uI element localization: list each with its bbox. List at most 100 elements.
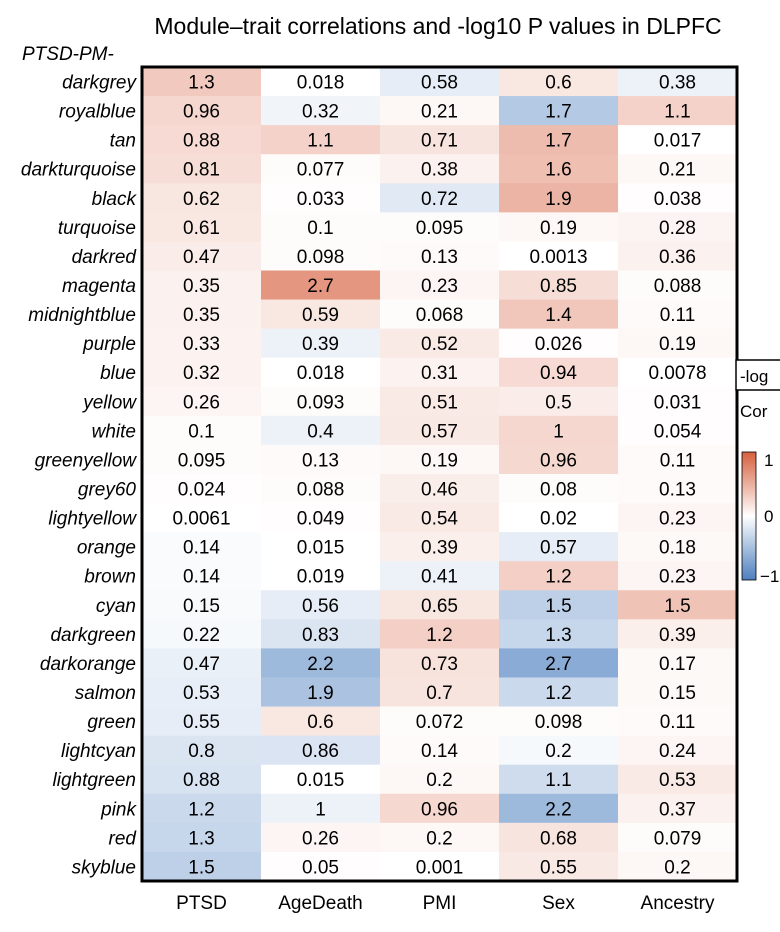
heatmap-cell-darkgrey-Sex (499, 67, 619, 97)
cell-value-darkturquoise-AgeDeath: 0.077 (297, 160, 345, 181)
heatmap-cell-blue-AgeDeath (261, 357, 381, 388)
heatmap-cell-darkgreen-Sex (499, 619, 619, 649)
cell-value-grey60-PMI: 0.46 (421, 480, 458, 501)
heatmap-cell-magenta-AgeDeath (261, 270, 381, 301)
cell-value-lightyellow-AgeDeath: 0.049 (297, 509, 345, 530)
cell-value-lightyellow-Sex: 0.02 (540, 509, 577, 530)
heatmap-cell-orange-AgeDeath (261, 532, 381, 562)
cell-value-darkturquoise-Sex: 1.6 (545, 160, 571, 181)
heatmap-cell-orange-Ancestry (618, 532, 738, 562)
cell-value-grey60-AgeDeath: 0.088 (297, 480, 345, 501)
heatmap-cell-greenyellow-Ancestry (618, 444, 738, 475)
heatmap-cell-magenta-PMI (380, 270, 500, 301)
row-label-brown: brown (84, 567, 136, 588)
cell-value-cyan-PMI: 0.65 (421, 596, 458, 617)
cell-value-green-Sex: 0.098 (535, 712, 583, 733)
heatmap-cell-brown-Ancestry (618, 561, 738, 591)
cell-value-red-AgeDeath: 0.26 (302, 828, 339, 849)
cell-value-skyblue-PTSD: 1.5 (188, 857, 214, 878)
heatmap-cell-red-Ancestry (618, 822, 738, 853)
row-label-lightcyan: lightcyan (61, 741, 136, 762)
heatmap-cell-lightgreen-Sex (499, 764, 619, 795)
column-label-Ancestry: Ancestry (641, 893, 715, 914)
heatmap-cell-lightyellow-PMI (380, 503, 500, 533)
cell-value-purple-Sex: 0.026 (535, 334, 583, 355)
heatmap-cell-red-PTSD (142, 822, 262, 853)
cell-value-lightyellow-Ancestry: 0.23 (659, 509, 696, 530)
row-label-greenyellow: greenyellow (35, 450, 138, 471)
heatmap-cell-grey60-Sex (499, 473, 619, 504)
cell-value-cyan-Ancestry: 1.5 (664, 596, 690, 617)
cell-value-lightcyan-PMI: 0.14 (421, 741, 458, 762)
cell-value-green-AgeDeath: 0.6 (307, 712, 333, 733)
row-label-purple: purple (82, 334, 136, 355)
cell-value-pink-Sex: 2.2 (545, 799, 571, 820)
row-label-yellow: yellow (81, 392, 137, 413)
heatmap-cell-greenyellow-PMI (380, 444, 500, 475)
heatmap-cell-salmon-Ancestry (618, 677, 738, 708)
cell-value-lightgreen-PTSD: 0.88 (183, 770, 220, 791)
cell-value-darkgreen-Sex: 1.3 (545, 625, 571, 646)
heatmap-cell-turquoise-AgeDeath (261, 212, 381, 242)
heatmap-cell-grey60-AgeDeath (261, 473, 381, 504)
heatmap-cell-cyan-AgeDeath (261, 590, 381, 620)
cell-value-royalblue-PTSD: 0.96 (183, 102, 220, 123)
chart-title: Module–trait correlations and -log10 P v… (154, 13, 721, 39)
legend-title: -log (740, 367, 768, 386)
heatmap-cell-black-Sex (499, 183, 619, 213)
cell-value-black-PMI: 0.72 (421, 189, 458, 210)
heatmap-cell-tan-PTSD (142, 125, 262, 155)
heatmap-cell-green-Ancestry (618, 706, 738, 737)
heatmap-cell-royalblue-AgeDeath (261, 96, 381, 126)
row-label-blue: blue (100, 363, 136, 384)
row-label-turquoise: turquoise (58, 218, 136, 239)
row-label-skyblue: skyblue (72, 857, 136, 878)
cell-value-greenyellow-PMI: 0.19 (421, 450, 458, 471)
heatmap-cell-darkgreen-PMI (380, 619, 500, 649)
heatmap-cell-skyblue-PMI (380, 851, 500, 882)
row-label-grey60: grey60 (78, 480, 137, 501)
heatmap-cell-cyan-PTSD (142, 590, 262, 620)
heatmap-cell-magenta-Sex (499, 270, 619, 301)
heatmap-cell-salmon-PMI (380, 677, 500, 708)
cell-value-salmon-PTSD: 0.53 (183, 683, 220, 704)
heatmap-cell-turquoise-Sex (499, 212, 619, 242)
legend-tick-high: 1 (764, 451, 773, 470)
heatmap-cell-black-Ancestry (618, 183, 738, 213)
cell-value-midnightblue-PTSD: 0.35 (183, 305, 220, 326)
row-label-cyan: cyan (96, 596, 136, 617)
heatmap-cell-darkorange-Sex (499, 648, 619, 678)
cell-value-brown-Ancestry: 0.23 (659, 567, 696, 588)
heatmap-cell-midnightblue-AgeDeath (261, 299, 381, 330)
heatmap-cell-green-PMI (380, 706, 500, 737)
cell-value-green-PMI: 0.072 (416, 712, 464, 733)
cell-value-white-PMI: 0.57 (421, 421, 458, 442)
cell-value-yellow-Ancestry: 0.031 (654, 392, 702, 413)
cell-value-purple-PMI: 0.52 (421, 334, 458, 355)
row-label-lightgreen: lightgreen (53, 770, 136, 791)
row-label-salmon: salmon (75, 683, 136, 704)
cell-value-lightcyan-AgeDeath: 0.86 (302, 741, 339, 762)
cell-value-tan-AgeDeath: 1.1 (307, 131, 333, 152)
cell-value-yellow-AgeDeath: 0.093 (297, 392, 345, 413)
heatmap-cell-darkturquoise-AgeDeath (261, 154, 381, 184)
heatmap-cell-darkorange-AgeDeath (261, 648, 381, 678)
cell-value-blue-PTSD: 0.32 (183, 363, 220, 384)
cell-value-skyblue-PMI: 0.001 (416, 857, 464, 878)
cell-value-darkgrey-PTSD: 1.3 (188, 73, 214, 94)
heatmap-cell-lightgreen-AgeDeath (261, 764, 381, 795)
heatmap-cell-blue-PTSD (142, 357, 262, 388)
heatmap-cell-orange-Sex (499, 532, 619, 562)
cell-value-magenta-PMI: 0.23 (421, 276, 458, 297)
heatmap-cell-red-PMI (380, 822, 500, 853)
cell-value-darkgrey-PMI: 0.58 (421, 73, 458, 94)
heatmap-cell-darkgreen-Ancestry (618, 619, 738, 649)
heatmap-cell-salmon-PTSD (142, 677, 262, 708)
row-label-darkred: darkred (72, 247, 138, 268)
cell-value-greenyellow-Ancestry: 0.11 (660, 450, 696, 471)
heatmap-cell-midnightblue-PMI (380, 299, 500, 330)
row-label-darkturquoise: darkturquoise (21, 160, 136, 181)
cell-value-darkred-AgeDeath: 0.098 (297, 247, 345, 268)
heatmap-cell-skyblue-AgeDeath (261, 851, 381, 882)
cell-value-black-Sex: 1.9 (545, 189, 571, 210)
